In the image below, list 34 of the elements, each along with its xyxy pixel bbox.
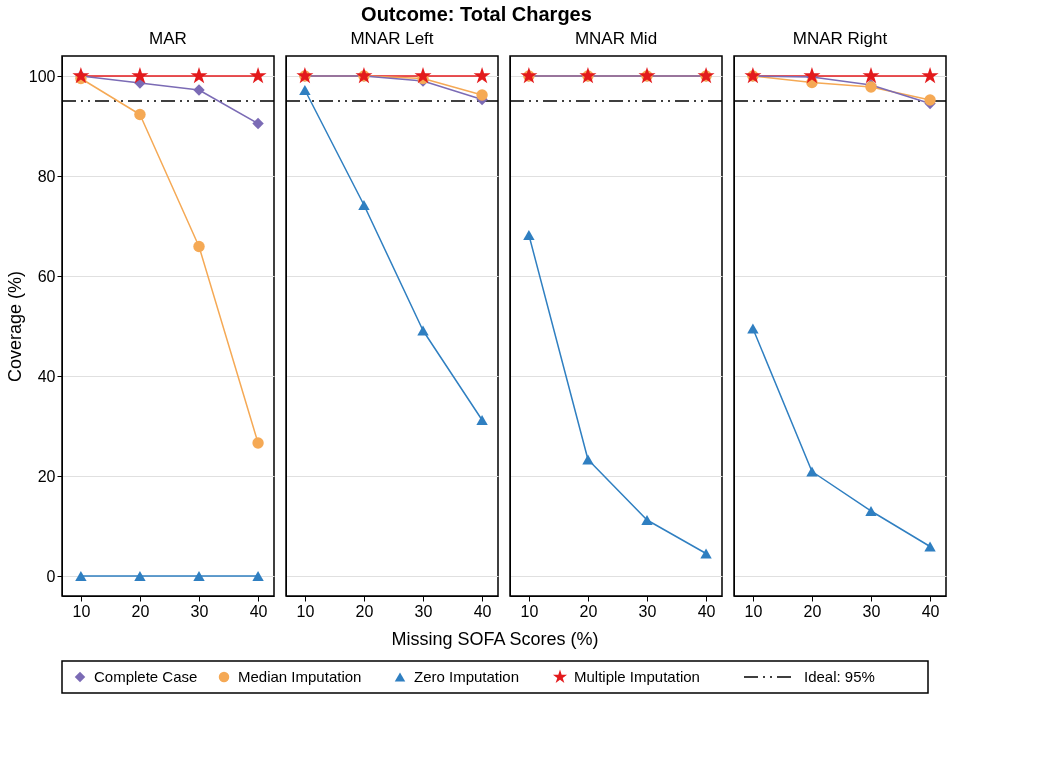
chart-title: MNAR Left: [350, 29, 434, 48]
x-tick-label: 40: [249, 602, 268, 620]
x-tick-label: 10: [296, 602, 315, 620]
x-tick-label: 20: [131, 602, 150, 620]
legend-label: Complete Case: [94, 668, 198, 685]
x-tick-label: 30: [862, 602, 881, 620]
y-tick-label: 0: [46, 567, 56, 585]
x-tick-label: 30: [414, 602, 433, 620]
y-tick-label: 100: [28, 67, 56, 85]
chart-title: MNAR Mid: [574, 29, 658, 48]
x-tick-label: 10: [744, 602, 763, 620]
text: Missing SOFA Scores (%): [391, 629, 599, 649]
y-tick-label: 40: [37, 367, 56, 385]
x-tick-label: 40: [697, 602, 716, 620]
x-tick-label: 10: [520, 602, 539, 620]
legend-label: Median Imputation: [238, 668, 362, 685]
legend-label: Multiple Imputation: [574, 668, 700, 685]
x-tick-label: 20: [579, 602, 598, 620]
y-tick-label: 60: [37, 267, 56, 285]
x-tick-label: 40: [473, 602, 492, 620]
legend-label: Ideal: 95%: [804, 668, 875, 685]
y-tick-label: 20: [37, 467, 56, 485]
x-tick-label: 10: [72, 602, 91, 620]
x-tick-label: 20: [355, 602, 374, 620]
chart-title: MNAR Right: [792, 29, 888, 48]
text: Outcome: Total Charges: [361, 3, 592, 26]
x-tick-label: 30: [190, 602, 209, 620]
y-tick-label: 80: [37, 167, 56, 185]
legend-label: Zero Imputation: [414, 668, 520, 685]
x-tick-label: 20: [803, 602, 822, 620]
y-axis-title: Coverage (%): [4, 270, 25, 383]
x-tick-label: 40: [921, 602, 940, 620]
x-tick-label: 30: [638, 602, 657, 620]
chart-title: MAR: [149, 29, 187, 48]
